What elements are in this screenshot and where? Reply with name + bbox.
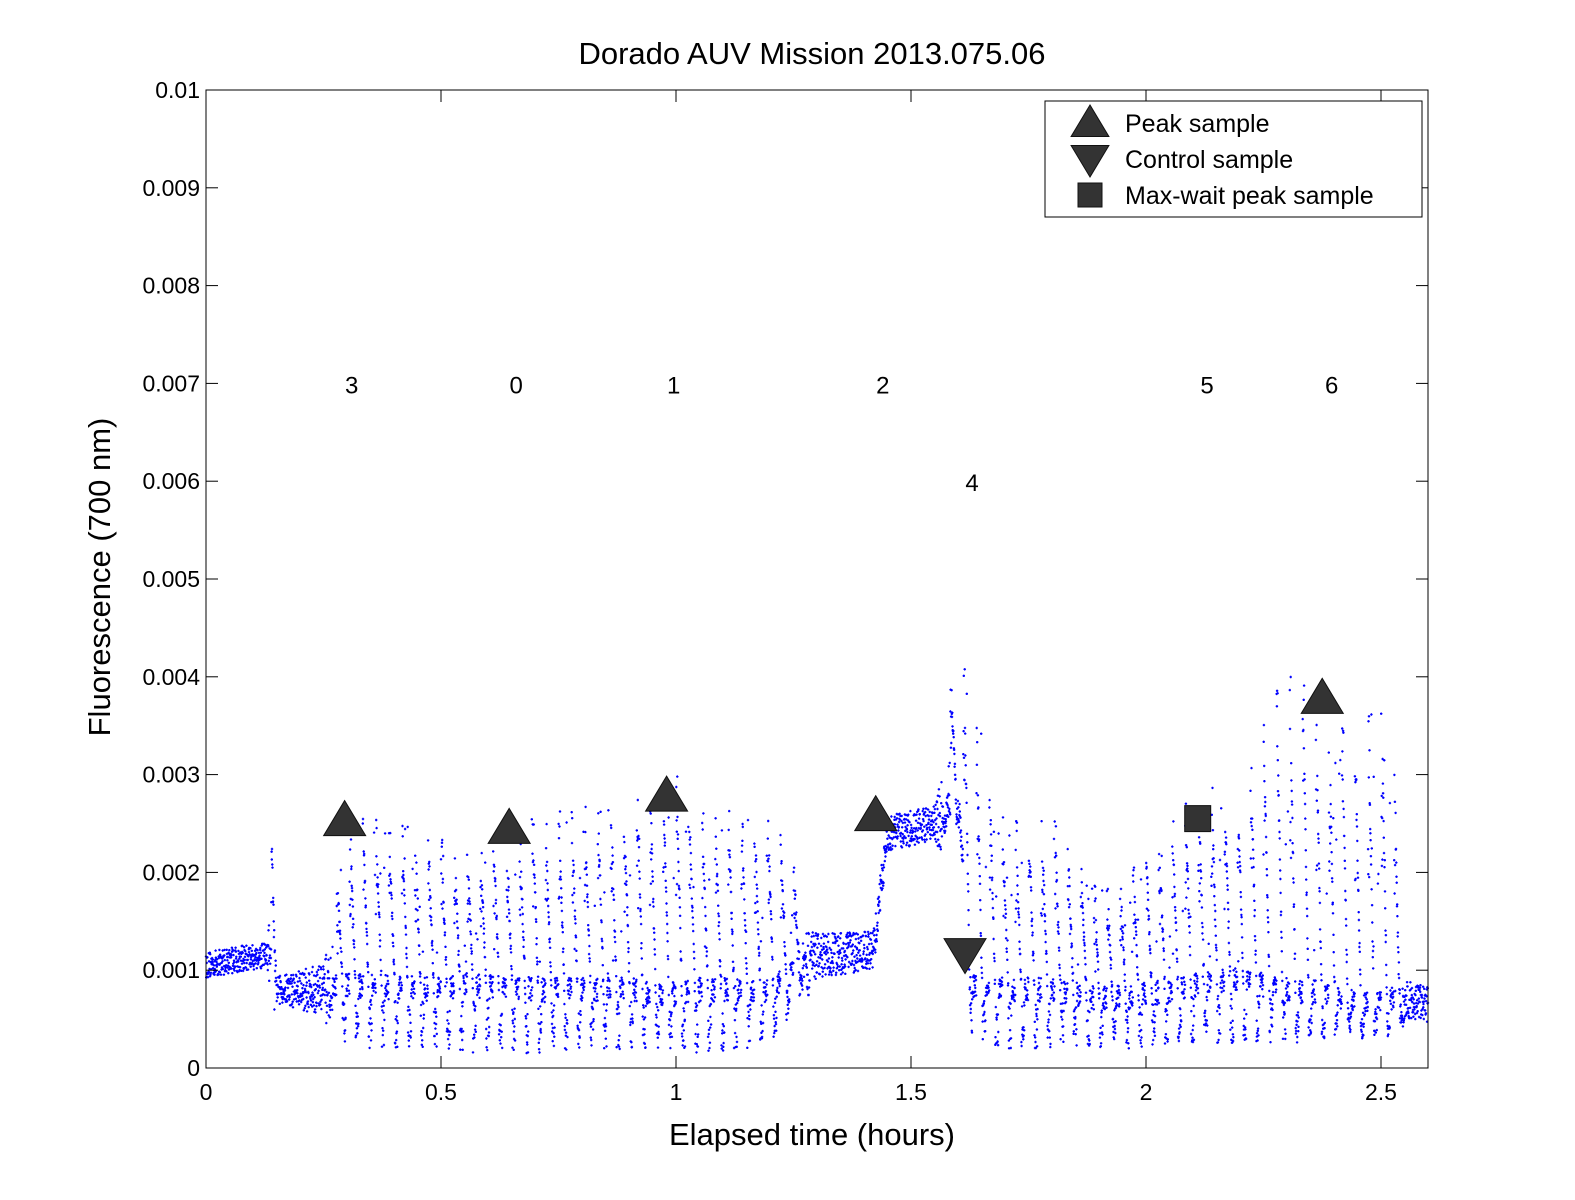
sample-annotations: 3 0 1 2 4 5 6 (345, 372, 1338, 497)
fluorescence-points (204, 668, 1430, 1055)
y-tick-label: 0.009 (142, 175, 200, 201)
y-tick-label: 0.002 (142, 859, 200, 885)
legend-label: Control sample (1125, 146, 1293, 174)
sample-number-label: 3 (345, 372, 358, 399)
plot-frame (205, 89, 1429, 1069)
sample-number-label: 1 (667, 372, 680, 399)
legend-peak-icon (1070, 104, 1110, 137)
chart-title: Dorado AUV Mission 2013.075.06 (578, 36, 1045, 71)
x-tick-label: 2.5 (1365, 1079, 1397, 1105)
max-wait-peak-sample-marker (1184, 805, 1212, 833)
x-tick-label: 0.5 (425, 1079, 457, 1105)
y-tick-label: 0.007 (142, 370, 200, 396)
legend-label: Peak sample (1125, 110, 1270, 138)
x-tick-label: 2 (1140, 1079, 1153, 1105)
x-tick-label: 1.5 (895, 1079, 927, 1105)
legend: Peak sample Control sample Max-wait peak s… (1044, 100, 1423, 218)
peak-sample-marker (1300, 677, 1345, 714)
y-tick-label: 0.01 (155, 77, 200, 103)
x-tick-label: 0 (200, 1079, 213, 1105)
axis-ticks: 0 0.5 1 1.5 2 2.5 0 0.001 0.002 0.003 0.004 0.005 0.… (142, 77, 1428, 1105)
y-tick-label: 0.001 (142, 957, 200, 983)
peak-sample-marker (644, 775, 689, 812)
legend-box (1044, 100, 1423, 218)
sample-number-label: 6 (1325, 372, 1338, 399)
sample-markers (322, 677, 1345, 975)
y-axis-label: Fluorescence (700 nm) (82, 418, 117, 737)
peak-sample-marker (487, 807, 532, 844)
y-tick-label: 0 (187, 1055, 200, 1081)
y-tick-label: 0.004 (142, 664, 200, 690)
legend-label: Max-wait peak sample (1125, 182, 1374, 210)
legend-control-icon (1070, 145, 1110, 178)
sample-number-label: 4 (965, 470, 978, 497)
y-tick-label: 0.006 (142, 468, 200, 494)
fluorescence-data (204, 668, 1430, 1055)
x-axis-label: Elapsed time (hours) (669, 1117, 955, 1152)
x-tick-label: 1 (670, 1079, 683, 1105)
control-sample-marker (943, 938, 987, 975)
sample-number-label: 0 (510, 372, 523, 399)
y-tick-label: 0.005 (142, 566, 200, 592)
y-tick-label: 0.003 (142, 762, 200, 788)
peak-sample-marker (853, 794, 898, 832)
peak-sample-marker (322, 799, 367, 837)
sample-number-label: 5 (1200, 372, 1213, 399)
y-tick-label: 0.008 (142, 273, 200, 299)
legend-max-wait-icon (1077, 182, 1103, 208)
sample-number-label: 2 (876, 372, 889, 399)
